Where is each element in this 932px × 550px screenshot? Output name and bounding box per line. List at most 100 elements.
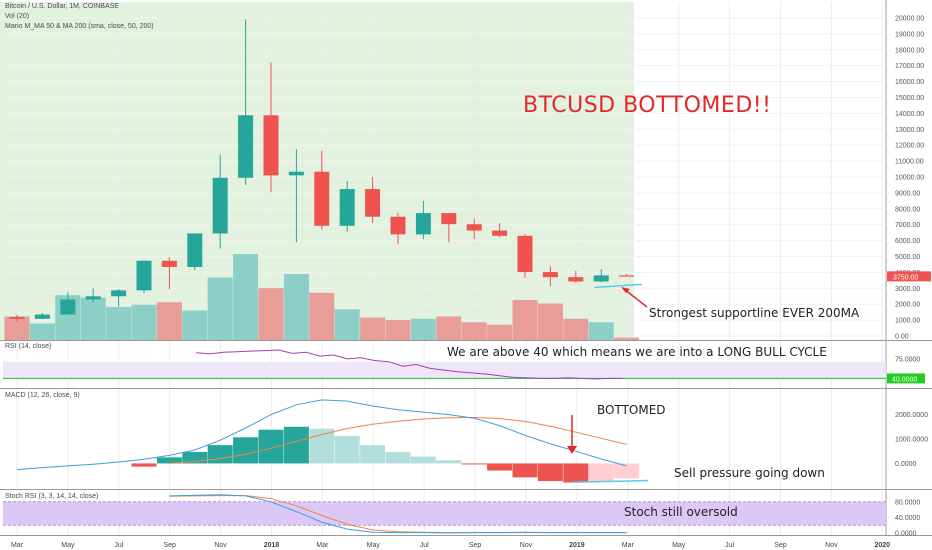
candle-body: [619, 275, 635, 277]
volume-legend[interactable]: Vol (20): [5, 13, 30, 20]
x-tick-label: Sep: [163, 542, 176, 549]
x-tick-label: Nov: [520, 542, 533, 549]
x-tick-label: May: [672, 542, 686, 549]
macd-histogram-bar: [258, 429, 284, 464]
x-tick-label: Sep: [774, 542, 787, 549]
candle-body: [365, 189, 381, 217]
candle-body: [390, 216, 406, 235]
stoch-k-line: [169, 494, 627, 534]
candle-body: [136, 260, 152, 291]
volume-bar: [588, 322, 614, 340]
macd-histogram-bar: [614, 463, 640, 479]
macd-line: [16, 399, 627, 471]
price-tick-label: 5000.00: [895, 254, 920, 261]
last-price-label: 3750.00: [893, 274, 918, 281]
macd-histogram-bar: [512, 463, 538, 478]
macd-arrowhead: [567, 446, 577, 454]
stoch-legend[interactable]: Stoch RSI (3, 3, 14, 14, close): [5, 493, 99, 500]
volume-bar: [436, 316, 462, 340]
price-tick-label: 18000.00: [895, 47, 924, 54]
price-tick-label: 7000.00: [895, 222, 920, 229]
macd-histogram-bar: [207, 445, 233, 464]
candle-body: [263, 115, 279, 176]
macd-trend-line: [570, 479, 649, 484]
support-ma-line: [593, 283, 643, 289]
volume-bar: [131, 304, 157, 340]
macd-legend[interactable]: MACD (12, 26, close, 9): [5, 392, 80, 399]
volume-bar: [283, 274, 309, 340]
stoch-tick-label: 80.0000: [895, 499, 920, 506]
candle-body: [339, 189, 355, 226]
candle-body: [415, 213, 431, 235]
macd-histogram-bar: [487, 463, 513, 471]
x-tick-label: Sep: [469, 542, 482, 549]
macd-histogram-bar: [461, 463, 487, 465]
x-tick-label: Jul: [725, 542, 734, 549]
highlight-region: [0, 2, 634, 340]
macd-histogram-bar: [182, 451, 208, 464]
stoch-annotation: Stoch still oversold: [624, 505, 738, 519]
x-tick-label: Mar: [11, 542, 24, 549]
macd-histogram-bar: [588, 463, 614, 482]
price-tick-label: 10000.00: [895, 174, 924, 181]
x-tick-label: Mar: [316, 542, 329, 549]
price-tick-label: 16000.00: [895, 79, 924, 86]
volume-bar: [512, 299, 538, 340]
macd-histogram-bar: [309, 428, 335, 464]
macd-histogram-bar: [436, 460, 462, 464]
macd-annotation: BOTTOMED: [597, 403, 666, 417]
x-tick-label: 2020: [875, 542, 891, 549]
x-tick-label: 2018: [264, 542, 280, 549]
candle-body: [441, 213, 457, 225]
support-arrow: [623, 288, 648, 308]
volume-bar: [207, 277, 233, 340]
volume-bar: [614, 337, 640, 340]
volume-bar: [106, 307, 132, 340]
x-tick-label: May: [61, 542, 75, 549]
macd-histogram-bar: [283, 426, 309, 464]
ma-legend[interactable]: Mario M_MA 50 & MA 200 (sma, close, 50, …: [5, 23, 154, 30]
last-price-badge: [887, 271, 931, 282]
rsi-tick-label: 75.0000: [895, 356, 920, 363]
sell-annotation: Sell pressure going down: [674, 466, 825, 480]
x-tick-label: Mar: [622, 542, 635, 549]
candle-body: [60, 299, 76, 315]
volume-bar: [156, 302, 182, 340]
candle-body: [238, 115, 254, 178]
volume-bar: [29, 323, 55, 340]
candle-body: [568, 277, 584, 282]
candle-body: [517, 235, 533, 273]
volume-bar: [309, 292, 335, 340]
x-tick-label: 2019: [569, 542, 585, 549]
price-tick-label: 12000.00: [895, 143, 924, 150]
volume-bar: [487, 324, 513, 340]
volume-bar: [410, 318, 436, 340]
macd-tick-label: 0.0000: [895, 461, 917, 468]
price-tick-label: 9000.00: [895, 190, 920, 197]
candle-body: [466, 224, 482, 231]
volume-bar: [385, 319, 411, 340]
volume-bar: [233, 254, 259, 340]
candle-body: [288, 171, 304, 176]
volume-bar: [258, 288, 284, 340]
candle-body: [542, 272, 558, 278]
candle-body: [187, 233, 203, 267]
macd-signal-line: [169, 416, 627, 464]
price-tick-label: 2000.00: [895, 302, 920, 309]
macd-histogram-bar: [410, 456, 436, 464]
candle-body: [314, 171, 330, 226]
volume-bar: [334, 309, 360, 340]
x-tick-label: May: [367, 542, 381, 549]
rsi-level-badge: [887, 373, 925, 384]
candle-body: [111, 290, 127, 297]
volume-bar: [4, 316, 30, 340]
candle-body: [212, 177, 228, 234]
stoch-tick-label: 40.0000: [895, 515, 920, 522]
price-tick-label: 11000.00: [895, 159, 924, 166]
support-arrowhead: [621, 287, 630, 293]
x-tick-label: Jul: [420, 542, 429, 549]
rsi-legend[interactable]: RSI (14, close): [5, 343, 52, 350]
symbol-title[interactable]: Bitcoin / U.S. Dollar, 1M, COINBASE: [5, 3, 119, 10]
